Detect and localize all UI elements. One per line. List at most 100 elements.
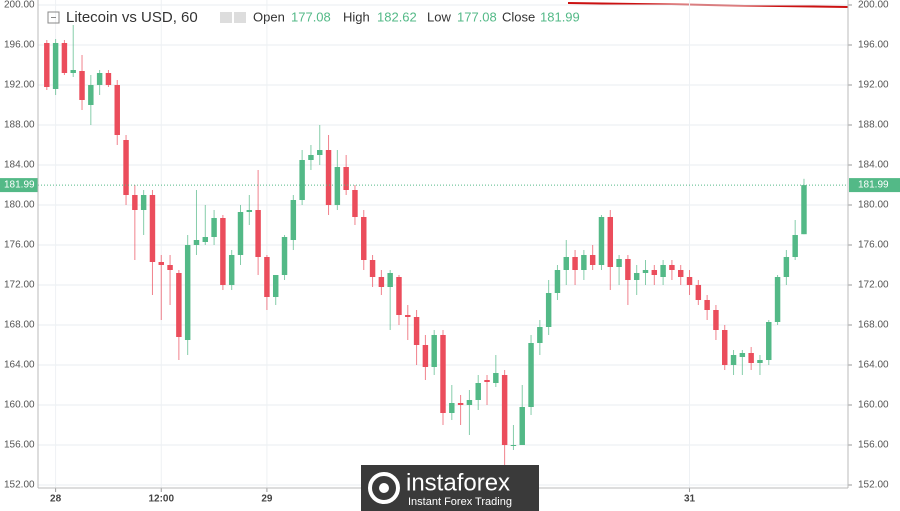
price-tag-left <box>0 178 38 193</box>
candle-body <box>660 265 666 277</box>
candle-body <box>272 275 279 297</box>
candle-body <box>220 218 226 285</box>
candle-body <box>730 355 737 365</box>
candle-body <box>431 335 437 367</box>
candle-body <box>167 265 173 270</box>
candle-body <box>501 375 508 445</box>
candle-body <box>105 73 112 85</box>
candle-body <box>88 85 94 105</box>
y-tick-label: 196.00 <box>4 40 35 51</box>
y-tick-label: 172.00 <box>4 280 35 291</box>
candle-body <box>783 257 790 277</box>
candle-body <box>79 71 85 100</box>
y-tick-label: 156.00 <box>4 440 35 451</box>
candle-body <box>422 345 429 367</box>
candle-body <box>132 195 138 210</box>
candle-body <box>581 255 587 270</box>
y-tick-label: 152.00 <box>4 480 35 491</box>
candle-body <box>774 277 781 322</box>
candle-body <box>748 353 754 363</box>
candle-body <box>801 185 807 235</box>
y-tick-label-right: 168.00 <box>858 320 889 331</box>
x-tick-label: 28 <box>50 494 62 505</box>
candle-body <box>70 70 76 73</box>
y-tick-label: 176.00 <box>4 240 35 251</box>
y-tick-label-right: 200.00 <box>858 0 889 11</box>
candle-body <box>361 217 367 260</box>
header: Litecoin vs USD, 60 Open 177.08 High 182… <box>47 9 580 26</box>
candle-body <box>52 43 59 89</box>
candle-body <box>96 73 103 85</box>
candle-body <box>308 155 314 160</box>
high-label: High <box>343 9 370 24</box>
candle-body <box>396 277 402 315</box>
candle-body <box>475 383 481 400</box>
y-tick-label-right: 152.00 <box>858 480 889 491</box>
candle-body <box>625 259 631 280</box>
price-tag-right <box>849 178 900 193</box>
eye-icon[interactable] <box>220 12 232 23</box>
candle-body <box>387 273 393 287</box>
x-tick-label: 29 <box>261 494 273 505</box>
candle-body <box>343 167 349 190</box>
high-value: 182.62 <box>377 9 417 24</box>
candle-body <box>677 270 684 277</box>
chart-title: Litecoin vs USD, 60 <box>66 9 198 26</box>
watermark-bg <box>361 465 539 511</box>
candle-body <box>651 270 658 275</box>
candle-body <box>352 190 358 217</box>
candle-body <box>369 260 376 277</box>
candle-body <box>440 335 446 413</box>
y-tick-label: 164.00 <box>4 360 35 371</box>
watermark: instaforex Instant Forex Trading <box>361 465 539 511</box>
candle-body <box>123 140 129 195</box>
candle-body <box>158 262 164 265</box>
candle-body <box>589 255 596 265</box>
y-tick-label: 168.00 <box>4 320 35 331</box>
candle-body <box>317 150 323 155</box>
open-label: Open <box>253 9 285 24</box>
candle-body <box>290 200 297 240</box>
candle-body <box>246 210 253 212</box>
candle-body <box>554 270 561 293</box>
y-tick-label-right: 180.00 <box>858 200 889 211</box>
candle-body <box>537 327 543 343</box>
candle-body <box>519 407 525 445</box>
candle-body <box>545 293 552 327</box>
watermark-logo-core <box>379 483 389 493</box>
y-tick-label: 200.00 <box>4 0 35 11</box>
y-tick-label-right: 156.00 <box>858 440 889 451</box>
y-tick-label-right: 176.00 <box>858 240 889 251</box>
y-tick-label: 188.00 <box>4 120 35 131</box>
y-tick-label-right: 188.00 <box>858 120 889 131</box>
collapse-icon[interactable] <box>47 11 60 24</box>
candle-body <box>299 160 305 200</box>
candle-body <box>466 400 473 405</box>
watermark-tagline: Instant Forex Trading <box>408 496 512 508</box>
candle-body <box>510 445 517 446</box>
candle-body <box>237 212 244 255</box>
y-tick-label: 160.00 <box>4 400 35 411</box>
candle-body <box>149 195 156 262</box>
candle-body <box>713 310 719 330</box>
price-tag-left-label: 181.99 <box>4 180 35 191</box>
candle-body <box>44 43 50 87</box>
candle-body <box>378 277 385 287</box>
y-tick-label-right: 160.00 <box>858 400 889 411</box>
candle-body <box>281 237 288 275</box>
watermark-name: instaforex <box>406 469 510 496</box>
watermark-logo <box>368 472 400 504</box>
candle-body <box>413 317 420 345</box>
candle-body <box>61 43 68 73</box>
candle-body <box>264 257 270 297</box>
candle-body <box>114 85 120 135</box>
x-tick-label: 12:00 <box>148 494 174 505</box>
y-tick-label: 192.00 <box>4 80 35 91</box>
candle-body <box>528 343 534 407</box>
y-tick-label-right: 192.00 <box>858 80 889 91</box>
candle-body <box>457 403 464 405</box>
low-value: 177.08 <box>457 9 497 24</box>
settings-icon[interactable] <box>234 12 246 23</box>
candle-body <box>633 273 640 280</box>
